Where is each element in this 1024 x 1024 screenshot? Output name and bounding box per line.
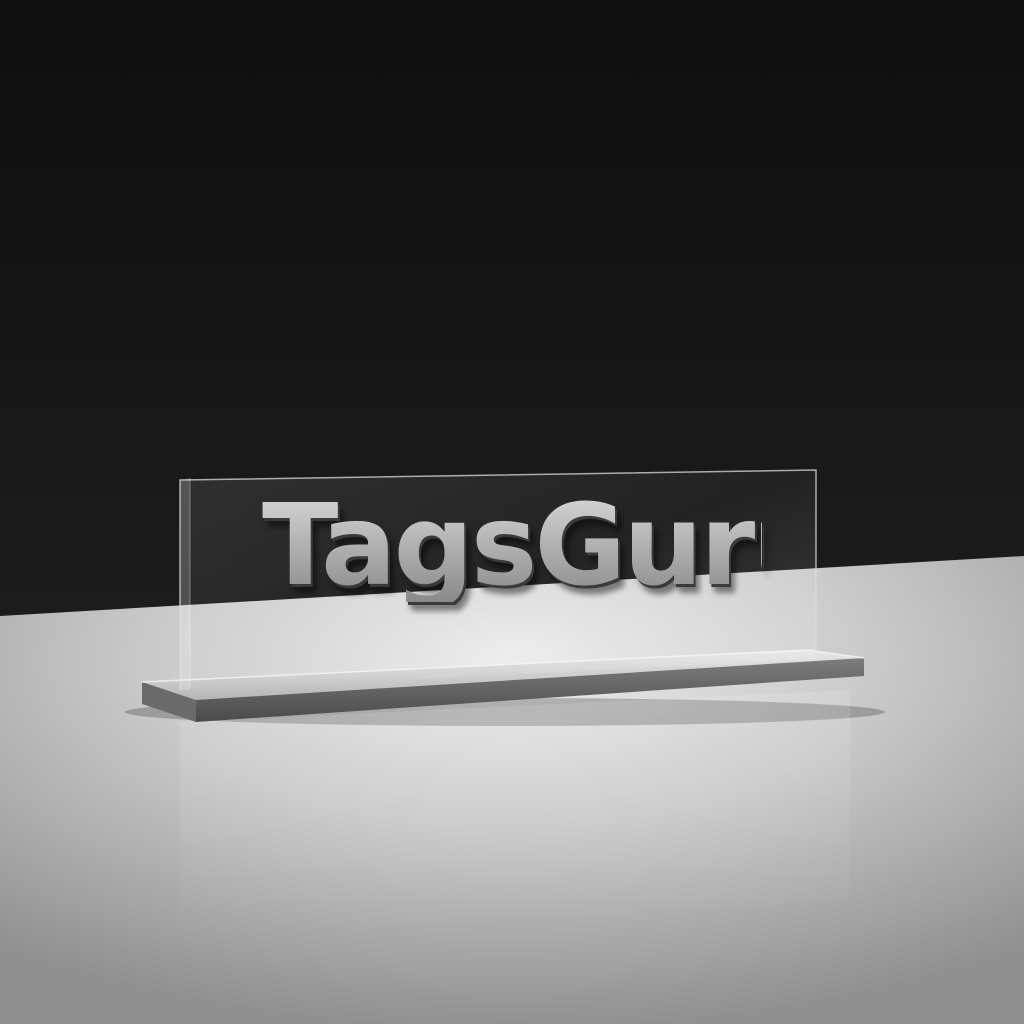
sign-lettering: TagsGuru: [262, 481, 832, 611]
